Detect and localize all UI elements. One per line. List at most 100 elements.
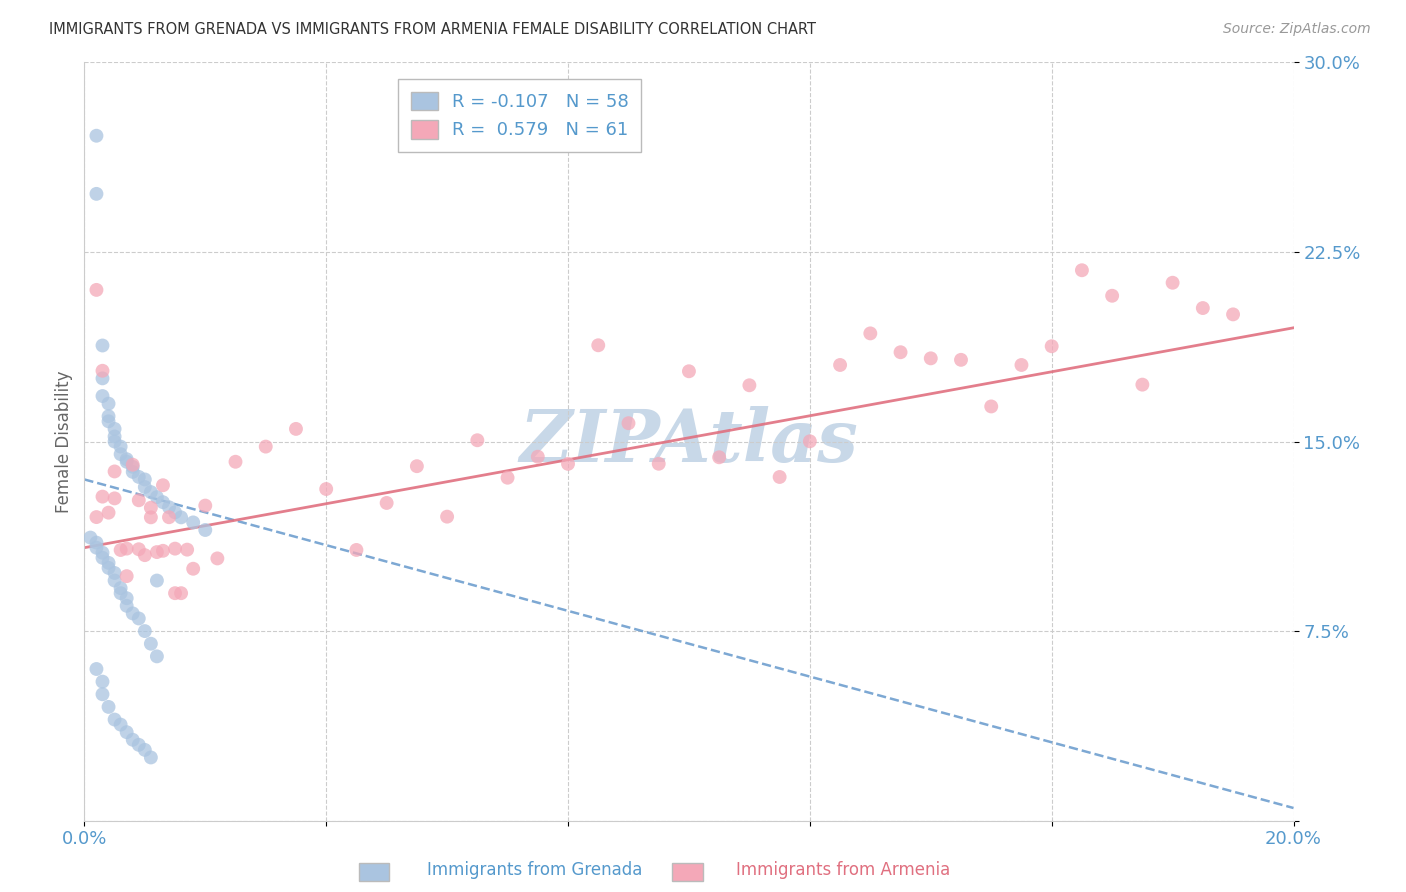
Point (225, 455, 247, 469)
Point (91, 687, 114, 701)
Y-axis label: Female Disability: Female Disability (55, 370, 73, 513)
Point (121, 458, 143, 472)
Point (104, 465, 127, 479)
Point (165, 541, 187, 556)
Point (115, 452, 138, 467)
Point (91, 490, 114, 504)
Point (152, 495, 174, 509)
Point (104, 434, 127, 449)
Point (152, 478, 174, 492)
Point (121, 607, 143, 621)
Point (115, 591, 138, 606)
Point (617, 416, 640, 430)
Point (146, 490, 169, 504)
Point (152, 543, 174, 558)
Point (1040, 339, 1063, 353)
Point (285, 422, 308, 436)
Point (110, 717, 132, 731)
Point (181, 562, 204, 576)
Point (128, 542, 150, 557)
Point (139, 750, 162, 764)
Point (194, 523, 217, 537)
Text: Immigrants from Armenia: Immigrants from Armenia (737, 861, 950, 879)
Point (467, 434, 489, 448)
Point (496, 471, 519, 485)
Point (121, 465, 143, 479)
Point (254, 440, 277, 454)
Point (648, 457, 671, 471)
Point (1161, 276, 1184, 290)
Point (104, 429, 127, 443)
Point (799, 434, 821, 449)
Point (1071, 263, 1094, 277)
Point (110, 440, 132, 454)
Point (97, 414, 120, 428)
Point (134, 548, 156, 562)
Point (139, 510, 162, 524)
Point (1101, 289, 1123, 303)
Point (104, 491, 127, 506)
Point (134, 743, 156, 757)
Point (157, 510, 180, 524)
Point (588, 338, 610, 352)
Point (104, 422, 127, 436)
Legend: R = -0.107   N = 58, R =  0.579   N = 61: R = -0.107 N = 58, R = 0.579 N = 61 (398, 79, 641, 152)
Point (97, 556, 120, 570)
Text: ZIPAtlas: ZIPAtlas (520, 406, 858, 477)
Point (115, 455, 138, 469)
Point (1011, 358, 1033, 372)
Point (146, 649, 169, 664)
Point (121, 732, 143, 747)
Point (97, 561, 120, 575)
Point (86, 186, 108, 201)
Point (1222, 307, 1244, 321)
Point (165, 586, 187, 600)
Point (170, 510, 193, 524)
Point (557, 457, 579, 471)
Point (91, 389, 114, 403)
Point (139, 637, 162, 651)
Point (86, 662, 108, 676)
Point (176, 542, 198, 557)
Point (97, 409, 120, 424)
Point (769, 470, 792, 484)
Point (91, 674, 114, 689)
Point (104, 566, 127, 580)
Point (406, 459, 429, 474)
Point (128, 470, 150, 484)
Point (86, 535, 108, 549)
Point (115, 725, 138, 739)
Point (128, 738, 150, 752)
Point (115, 569, 138, 583)
Point (678, 364, 700, 378)
Point (194, 499, 217, 513)
Point (738, 378, 761, 392)
Point (115, 541, 138, 556)
Text: IMMIGRANTS FROM GRENADA VS IMMIGRANTS FROM ARMENIA FEMALE DISABILITY CORRELATION: IMMIGRANTS FROM GRENADA VS IMMIGRANTS FR… (49, 22, 817, 37)
Point (115, 599, 138, 613)
Point (1130, 377, 1153, 392)
Point (859, 326, 882, 341)
Point (110, 543, 132, 558)
Point (134, 624, 156, 639)
Point (91, 371, 114, 385)
Point (920, 351, 942, 366)
Point (79, 531, 101, 545)
Point (375, 496, 398, 510)
Point (181, 516, 204, 530)
Point (527, 450, 550, 464)
Point (436, 509, 458, 524)
Point (91, 546, 114, 560)
Point (86, 128, 108, 143)
Point (110, 447, 132, 461)
Point (709, 450, 731, 465)
Point (139, 500, 162, 515)
Point (121, 459, 143, 474)
Point (980, 400, 1002, 414)
Point (207, 551, 229, 566)
Point (86, 283, 108, 297)
Point (97, 506, 120, 520)
Point (97, 396, 120, 410)
Point (104, 574, 127, 588)
Point (110, 581, 132, 595)
